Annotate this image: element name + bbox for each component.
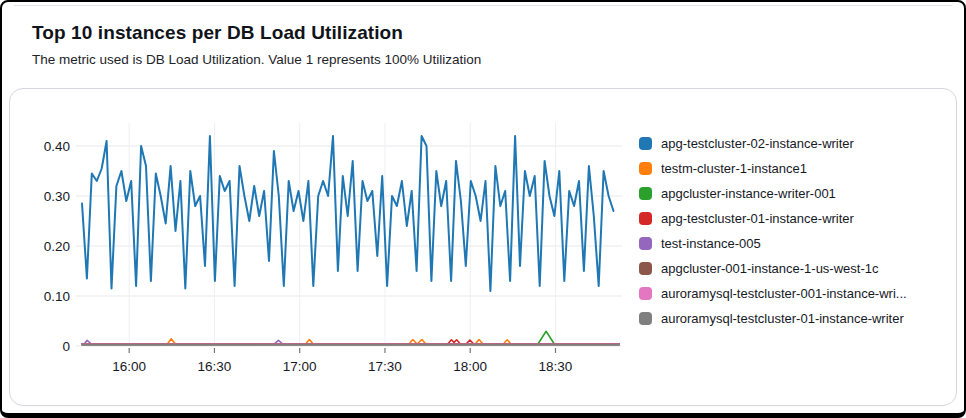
x-tick-label: 17:30 <box>368 359 402 374</box>
legend-item: apg-testcluster-01-instance-writer <box>639 206 907 231</box>
y-tick-label: 0.30 <box>44 189 70 204</box>
y-tick-label: 0.20 <box>44 239 70 254</box>
x-tick-label: 16:00 <box>112 359 146 374</box>
legend-color-chip <box>639 162 652 175</box>
page-title: Top 10 instances per DB Load Utilization <box>32 22 934 44</box>
legend-item: auroramysql-testcluster-001-instance-wri… <box>639 281 907 306</box>
page-subtitle: The metric used is DB Load Utilization. … <box>32 51 934 68</box>
legend-color-chip <box>639 262 652 275</box>
legend-item: apg-testcluster-02-instance-writer <box>639 131 907 156</box>
dashboard-window: Top 10 instances per DB Load Utilization… <box>0 0 966 418</box>
legend-item: apgcluster-001-instance-1-us-west-1c <box>639 256 907 281</box>
chart-header: Top 10 instances per DB Load Utilization… <box>32 22 934 68</box>
legend-label: testm-cluster-1-instance1 <box>661 161 807 176</box>
y-tick-label: 0.40 <box>44 139 70 154</box>
legend-label: apg-testcluster-01-instance-writer <box>661 211 854 226</box>
chart-panel: 0 0.10 0.20 0.30 0.40 16:00 16:30 17:00 17:30 18:… <box>9 88 957 406</box>
legend-color-chip <box>639 312 652 325</box>
legend-label: apgcluster-instance-writer-001 <box>661 186 836 201</box>
legend-label: auroramysql-testcluster-001-instance-wri… <box>661 286 907 301</box>
window-top-hairline <box>14 5 952 6</box>
legend-color-chip <box>639 212 652 225</box>
x-tick-label: 18:30 <box>539 359 573 374</box>
legend-color-chip <box>639 237 652 250</box>
legend-item: test-instance-005 <box>639 231 907 256</box>
legend-label: test-instance-005 <box>661 236 761 251</box>
legend-color-chip <box>639 287 652 300</box>
db-load-utilization-chart: 0 0.10 0.20 0.30 0.40 16:00 16:30 17:00 17:30 18:… <box>24 117 644 399</box>
series-line-apg-testcluster-02-instance-writer <box>82 136 614 291</box>
y-tick-label: 0.10 <box>44 289 70 304</box>
legend-label: apg-testcluster-02-instance-writer <box>661 136 854 151</box>
y-tick-label: 0 <box>62 339 70 354</box>
series-line-apgcluster-instance-writer-001 <box>82 331 619 344</box>
legend-item: testm-cluster-1-instance1 <box>639 156 907 181</box>
chart-legend: apg-testcluster-02-instance-writer testm-… <box>639 131 907 331</box>
x-tick-label: 17:00 <box>283 359 317 374</box>
legend-color-chip <box>639 187 652 200</box>
legend-label: apgcluster-001-instance-1-us-west-1c <box>661 261 878 276</box>
legend-item: apgcluster-instance-writer-001 <box>639 181 907 206</box>
x-tick-label: 16:30 <box>198 359 232 374</box>
legend-color-chip <box>639 137 652 150</box>
x-tick-label: 18:00 <box>453 359 487 374</box>
legend-item: auroramysql-testcluster-01-instance-writ… <box>639 306 907 331</box>
legend-label: auroramysql-testcluster-01-instance-writ… <box>661 311 904 326</box>
